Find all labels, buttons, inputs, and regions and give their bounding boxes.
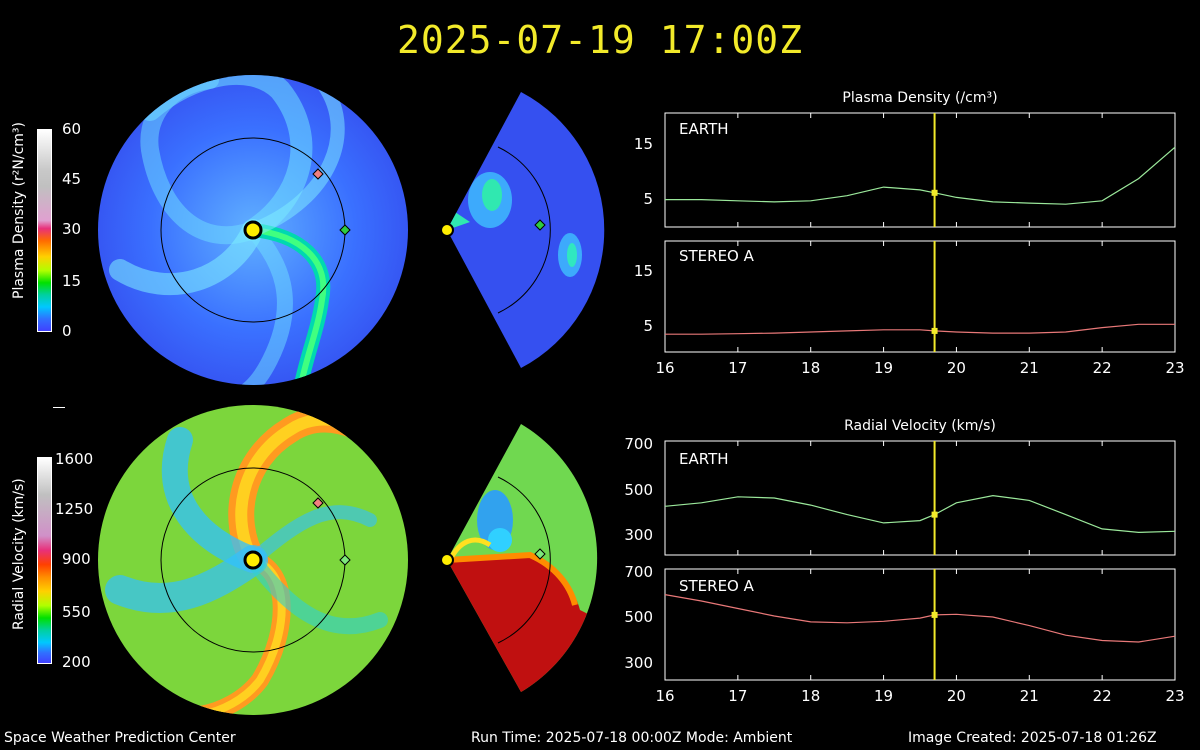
page-title: 2025-07-19 17:00Z [397,18,803,62]
density-x-tick-label: 23 [1165,359,1184,377]
footer-image-created: Image Created: 2025-07-18 01:26Z [908,730,1157,746]
density-x-tick-label: 17 [728,359,747,377]
density-tick: 15 [62,272,82,290]
velocity-earth-label: EARTH [679,450,729,468]
density-x-tick-label: 22 [1093,359,1112,377]
density-x-tick-label: 16 [655,359,674,377]
earth-marker-icon [339,219,546,566]
density-earth-frame [664,112,1176,228]
density-meridional-wedge [447,92,605,368]
density-x-tick-label: 20 [947,359,966,377]
density-tick: 60 [62,120,82,138]
current-value-point [931,327,938,334]
y-tick-label: 500 [624,481,653,499]
velocity-tick: 550 [62,603,91,621]
density-tick: 45 [62,170,82,188]
separator-dash [53,407,65,408]
density-colorbar [37,129,52,332]
velocity-x-tick-label: 21 [1020,687,1039,705]
density-tick: 0 [62,322,72,340]
velocity-x-tick-label: 17 [728,687,747,705]
velocity-tick: 1600 [55,450,94,468]
y-tick-label: 300 [624,654,653,672]
y-tick-label: 5 [643,190,653,208]
y-tick-label: 5 [643,317,653,335]
velocity-colorbar [37,457,52,664]
sun-icon [243,220,454,570]
velocity-stereo-frame [664,568,1176,681]
y-tick-label: 700 [624,563,653,581]
density-stereo-label: STEREO A [679,247,755,265]
current-value-point [931,611,938,618]
velocity-tick: 200 [62,653,91,671]
density-x-tick-label: 19 [874,359,893,377]
density-tick: 30 [62,220,82,238]
velocity-earth-series [664,494,1176,534]
density-stereo-series [665,323,1175,335]
velocity-tick: 900 [62,550,91,568]
y-tick-label: 15 [634,135,653,153]
y-tick-label: 300 [624,526,653,544]
density-panel-title: Plasma Density (/cm³) [842,90,998,106]
density-stereo-frame [664,240,1176,353]
velocity-stereo-label: STEREO A [679,577,755,595]
velocity-tick: 1250 [55,500,94,518]
y-tick-label: 500 [624,608,653,626]
density-x-tick-label: 21 [1020,359,1039,377]
velocity-x-tick-label: 19 [874,687,893,705]
current-value-point [931,189,938,196]
y-tick-label: 15 [634,262,653,280]
velocity-x-tick-label: 18 [801,687,820,705]
stereo-a-marker-icon [312,168,324,509]
footer-run-time: Run Time: 2025-07-18 00:00Z Mode: Ambien… [471,730,793,746]
velocity-x-tick-label: 16 [655,687,674,705]
y-tick-label: 700 [624,435,653,453]
velocity-x-tick-label: 23 [1165,687,1184,705]
velocity-panel-title: Radial Velocity (km/s) [844,418,996,434]
density-earth-label: EARTH [679,120,729,138]
velocity-x-tick-label: 22 [1093,687,1112,705]
footer-org: Space Weather Prediction Center [4,730,236,746]
velocity-earth-frame [664,440,1176,556]
current-value-point [931,511,938,518]
velocity-stereo-series [664,594,1176,643]
density-earth-series [665,146,1176,205]
velocity-x-tick-label: 20 [947,687,966,705]
density-x-tick-label: 18 [801,359,820,377]
